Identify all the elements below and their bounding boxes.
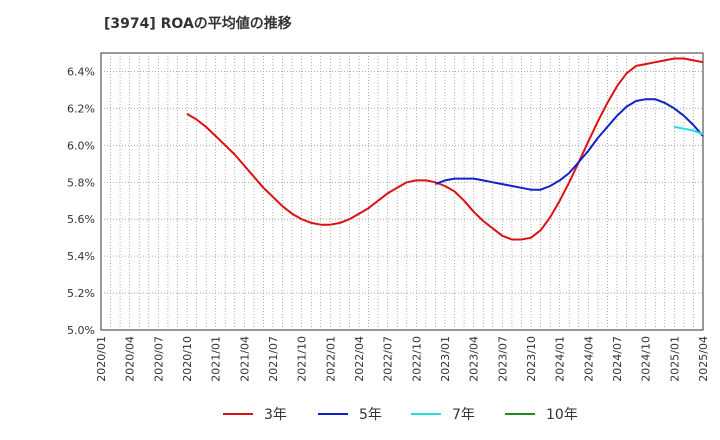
- y-tick-label: 5.8%: [67, 176, 95, 189]
- grid-lines: [101, 53, 703, 330]
- x-tick-label: 2020/07: [152, 336, 165, 382]
- y-tick-label: 6.2%: [67, 102, 95, 115]
- x-tick-label: 2022/01: [324, 336, 337, 382]
- y-axis-ticks: 5.0% 5.2% 5.4% 5.6% 5.8% 6.0% 6.2% 6.4%: [67, 65, 95, 337]
- x-tick-label: 2023/07: [496, 336, 509, 382]
- series-line-5年: [435, 98, 704, 191]
- x-tick-label: 2025/04: [697, 336, 710, 382]
- x-tick-label: 2022/04: [353, 336, 366, 382]
- legend-label: 3年: [264, 407, 287, 423]
- x-tick-label: 2021/10: [296, 336, 309, 382]
- x-tick-label: 2020/10: [181, 336, 194, 382]
- x-tick-label: 2023/10: [525, 336, 538, 382]
- x-tick-label: 2024/04: [582, 336, 595, 382]
- x-tick-label: 2024/07: [611, 336, 624, 382]
- legend-label: 10年: [546, 407, 578, 423]
- y-tick-label: 5.6%: [67, 213, 95, 226]
- y-tick-label: 6.4%: [67, 65, 95, 78]
- legend: 3年 5年 7年 10年: [223, 407, 578, 423]
- plot-area: [100, 52, 704, 331]
- x-tick-label: 2024/10: [640, 336, 653, 382]
- series-lines: [186, 57, 704, 241]
- x-tick-label: 2021/07: [267, 336, 280, 382]
- x-axis-ticks: 2020/01 2020/04 2020/07 2020/10 2021/01 2021/…: [95, 336, 710, 382]
- x-tick-label: 2021/01: [210, 336, 223, 382]
- x-tick-label: 2023/04: [468, 336, 481, 382]
- chart-title: [3974] ROAの平均値の推移: [104, 15, 292, 32]
- x-tick-label: 2024/01: [554, 336, 567, 382]
- y-tick-label: 5.0%: [67, 324, 95, 337]
- series-line-3年: [186, 57, 704, 241]
- x-tick-label: 2020/04: [124, 336, 137, 382]
- y-tick-label: 5.4%: [67, 250, 95, 263]
- legend-label: 7年: [452, 407, 475, 423]
- y-tick-label: 6.0%: [67, 139, 95, 152]
- y-tick-label: 5.2%: [67, 287, 95, 300]
- x-tick-label: 2022/07: [382, 336, 395, 382]
- series-line-7年: [674, 125, 704, 136]
- x-tick-label: 2023/01: [439, 336, 452, 382]
- x-tick-label: 2020/01: [95, 336, 108, 382]
- legend-label: 5年: [359, 407, 382, 423]
- x-tick-label: 2022/10: [410, 336, 423, 382]
- x-tick-label: 2025/01: [668, 336, 681, 382]
- x-tick-label: 2021/04: [238, 336, 251, 382]
